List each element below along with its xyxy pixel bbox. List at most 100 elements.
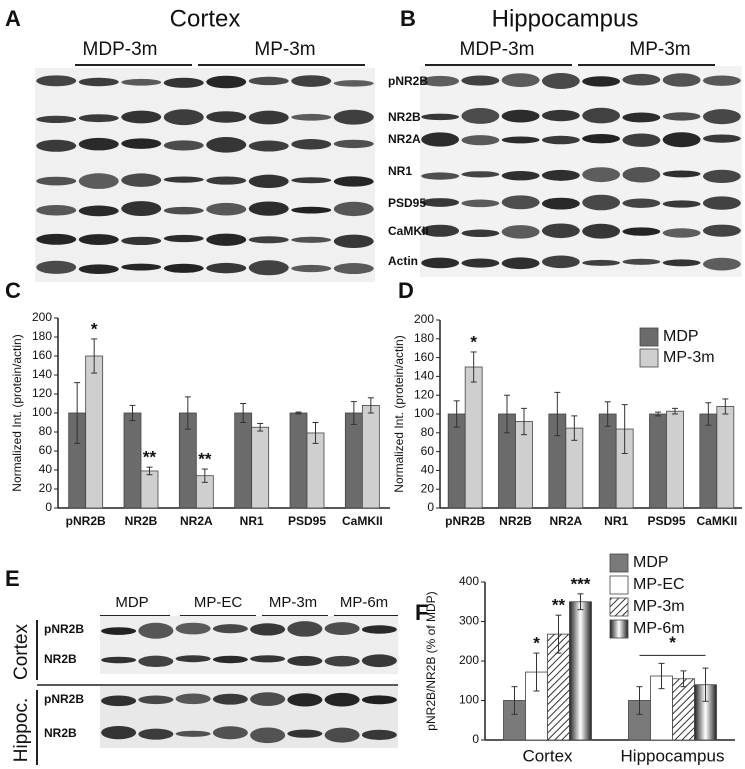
- blot-band: [501, 170, 540, 181]
- x-tick-label: Hippocampus: [621, 746, 725, 765]
- blot-band: [662, 228, 701, 238]
- y-tick-label: 40: [421, 463, 435, 477]
- blot-band: [541, 255, 580, 269]
- blot-band: [361, 695, 397, 705]
- y-tick-label: 80: [421, 425, 435, 439]
- blot-band: [36, 260, 77, 274]
- y-axis-label: Normalized Int. (protein/actin): [10, 334, 24, 491]
- error-bar: [636, 686, 643, 715]
- blot-band: [333, 263, 374, 275]
- blot-band: [206, 137, 247, 153]
- blot-band: [291, 75, 332, 87]
- error-bar: [702, 667, 709, 702]
- blot-band: [333, 109, 374, 125]
- blot-band: [287, 693, 323, 707]
- error-bar: [184, 396, 191, 430]
- blot-band: [702, 109, 741, 125]
- x-tick-label: NR1: [240, 514, 264, 528]
- blot-band: [101, 656, 137, 664]
- error-bar: [453, 400, 460, 428]
- bar: [234, 412, 253, 509]
- blot-band: [582, 134, 621, 144]
- bar: [447, 413, 466, 509]
- blot-band: [36, 75, 77, 87]
- blot-band: [361, 654, 397, 668]
- row-label: Actin: [388, 254, 418, 268]
- panel-label: F: [415, 600, 428, 625]
- blot-band: [212, 693, 248, 705]
- blot-band: [121, 201, 162, 217]
- y-tick-label: 200: [414, 312, 434, 326]
- significance: **: [143, 448, 157, 467]
- blot-band: [702, 169, 741, 184]
- panel-label: A: [5, 6, 21, 31]
- blot-band: [333, 201, 374, 217]
- y-tick-label: 140: [414, 369, 434, 383]
- error-bar: [554, 391, 561, 437]
- legend-swatch: [639, 348, 659, 368]
- blot-band: [206, 233, 247, 246]
- error-bar: [521, 407, 527, 436]
- blot-band: [36, 115, 77, 123]
- blot-band: [361, 729, 397, 740]
- blot-band: [163, 176, 204, 183]
- error-bar: [555, 614, 562, 654]
- bar: [716, 406, 735, 509]
- legend-swatch: [609, 619, 629, 639]
- y-tick-label: 100: [414, 406, 434, 420]
- y-axis-label: pNR2B/NR2B (% of MDP): [424, 591, 438, 730]
- blot-band: [121, 263, 162, 271]
- y-tick-label: 160: [414, 350, 434, 364]
- blot-group: MDP: [115, 594, 148, 611]
- y-tick-label: 200: [32, 310, 52, 324]
- error-bar: [350, 401, 357, 425]
- significance: *: [669, 633, 676, 652]
- x-tick-label: pNR2B: [66, 514, 106, 528]
- blot-group: MP-EC: [194, 594, 243, 611]
- bar: [140, 470, 159, 509]
- blot-band: [582, 194, 621, 211]
- panel-label: B: [400, 6, 416, 31]
- x-tick-label: PSD95: [288, 514, 326, 528]
- blot-band: [78, 114, 119, 123]
- blot-band: [101, 627, 137, 635]
- error-bar: [680, 670, 687, 688]
- region-label: Cortex: [11, 624, 32, 680]
- blot-band: [461, 258, 500, 268]
- blot-band: [291, 264, 332, 273]
- blot-band: [662, 170, 701, 178]
- blot-band: [421, 172, 460, 180]
- blot-band: [541, 73, 580, 89]
- blot-band: [421, 224, 460, 237]
- blot-band: [662, 259, 701, 267]
- y-tick-label: 100: [459, 693, 479, 707]
- row-label: pNR2B: [44, 692, 84, 706]
- legend-label: MDP: [633, 554, 669, 571]
- bar: [361, 404, 380, 509]
- blot-band: [163, 234, 204, 243]
- row-label: NR2B: [44, 726, 77, 740]
- panel-label: D: [398, 278, 414, 303]
- y-tick-label: 80: [39, 424, 53, 438]
- blot-band: [78, 137, 119, 151]
- error-bar: [257, 422, 264, 432]
- blot-band: [250, 655, 286, 663]
- blot-band: [702, 134, 741, 143]
- y-tick-label: 140: [32, 367, 52, 381]
- blot-band: [78, 205, 119, 217]
- blot-group: MDP-3m: [460, 39, 535, 60]
- region-label: Hippoc.: [11, 698, 32, 762]
- significance: *: [91, 319, 98, 338]
- blot-band: [248, 260, 289, 276]
- blot-band: [541, 197, 580, 210]
- row-label: NR2B: [44, 652, 77, 666]
- y-tick-label: 0: [427, 500, 434, 514]
- blot-band: [421, 113, 460, 121]
- blot-band: [212, 624, 248, 634]
- x-tick-label: PSD95: [647, 514, 685, 528]
- error-bar: [74, 382, 81, 444]
- blot-band: [461, 75, 500, 86]
- blot-band: [541, 223, 580, 239]
- x-tick-label: NR2A: [549, 514, 582, 528]
- error-bar: [146, 466, 153, 476]
